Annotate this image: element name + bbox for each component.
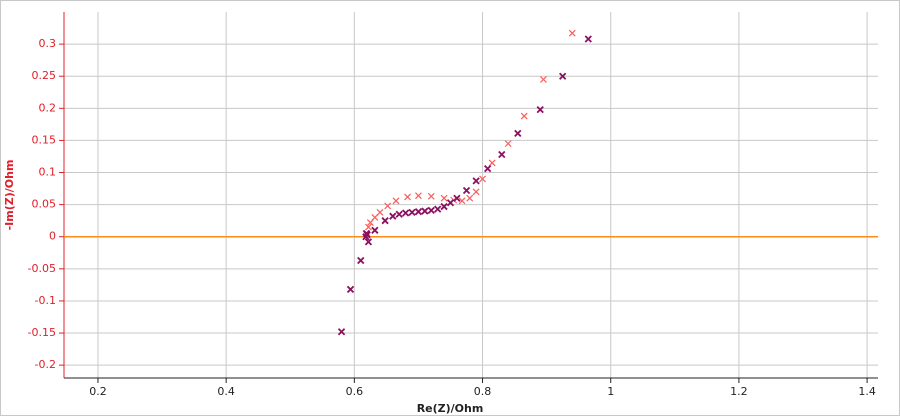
x-tick-label: 0.2: [89, 385, 107, 398]
marker: [498, 150, 506, 159]
x-tick-label: 0.6: [346, 385, 364, 398]
marker: [389, 212, 397, 220]
x-tick-label: 1.2: [730, 385, 748, 398]
marker: [479, 175, 486, 183]
marker: [414, 208, 423, 216]
marker: [371, 226, 379, 234]
marker: [427, 206, 435, 215]
marker: [540, 75, 547, 83]
x-tick-label: 1.4: [858, 385, 876, 398]
marker: [427, 192, 435, 200]
y-tick-label: 0.05: [32, 198, 57, 211]
marker: [365, 223, 372, 231]
y-tick-label: 0.15: [32, 133, 57, 146]
marker: [392, 197, 400, 205]
y-tick-label: 0.1: [39, 166, 57, 179]
y-tick-label: -0.05: [28, 262, 56, 275]
marker: [488, 159, 496, 167]
marker: [462, 186, 471, 195]
x-tick-label: 1: [607, 385, 614, 398]
marker: [363, 231, 371, 239]
y-tick-label: -0.1: [35, 294, 56, 307]
y-axis-label: -Im(Z)/Ohm: [3, 160, 16, 231]
marker: [371, 214, 379, 221]
marker: [536, 105, 544, 114]
y-tick-label: 0.2: [39, 101, 57, 114]
marker: [440, 194, 448, 202]
marker: [376, 208, 384, 216]
marker: [559, 72, 567, 80]
marker: [415, 192, 422, 200]
marker: [381, 217, 389, 225]
marker: [421, 207, 429, 215]
marker: [401, 209, 410, 217]
marker: [337, 328, 346, 336]
marker: [520, 112, 528, 120]
marker: [568, 29, 576, 37]
x-tick-label: 0.4: [217, 385, 235, 398]
marker: [453, 194, 461, 202]
marker: [440, 202, 448, 211]
y-tick-label: -0.2: [35, 358, 56, 371]
y-tick-label: 0: [49, 230, 56, 243]
y-tick-label: 0.25: [32, 69, 57, 82]
marker: [504, 140, 512, 148]
marker: [466, 194, 474, 202]
y-tick-label: 0.3: [39, 37, 57, 50]
marker: [484, 165, 492, 173]
marker: [472, 177, 480, 185]
marker: [346, 285, 355, 294]
marker: [434, 205, 442, 213]
marker: [395, 210, 403, 218]
marker: [364, 238, 373, 246]
marker: [404, 193, 411, 201]
x-tick-label: 0.8: [474, 385, 492, 398]
marker: [472, 188, 480, 196]
marker: [384, 202, 392, 210]
marker: [357, 256, 365, 265]
marker: [458, 197, 466, 205]
marker: [514, 129, 522, 137]
marker: [584, 35, 592, 43]
marker: [408, 208, 416, 216]
marker: [446, 199, 455, 207]
y-tick-label: -0.15: [28, 326, 56, 339]
x-axis-label: Re(Z)/Ohm: [417, 402, 484, 415]
